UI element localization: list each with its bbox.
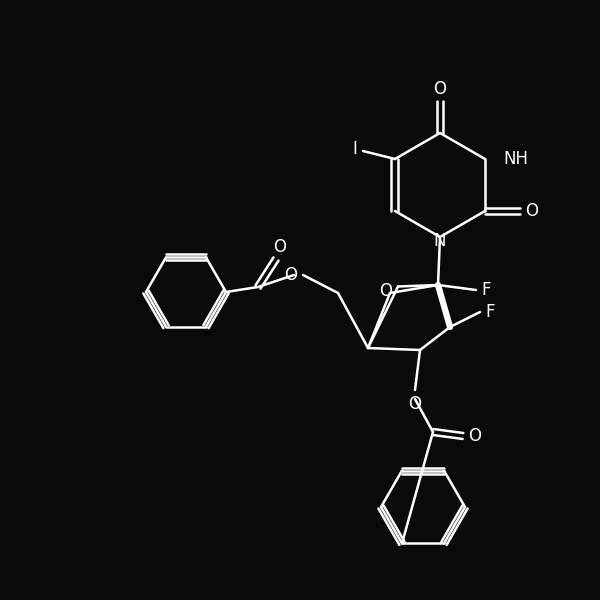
Text: O: O — [284, 266, 298, 284]
Text: NH: NH — [503, 150, 528, 168]
Text: F: F — [481, 281, 491, 299]
Text: O: O — [380, 282, 392, 300]
Text: F: F — [485, 303, 495, 321]
Text: N: N — [434, 232, 446, 250]
Text: I: I — [353, 140, 358, 158]
Text: O: O — [274, 238, 287, 256]
Text: O: O — [409, 395, 421, 413]
Text: O: O — [433, 80, 446, 98]
Text: O: O — [526, 202, 539, 220]
Text: O: O — [469, 427, 482, 445]
